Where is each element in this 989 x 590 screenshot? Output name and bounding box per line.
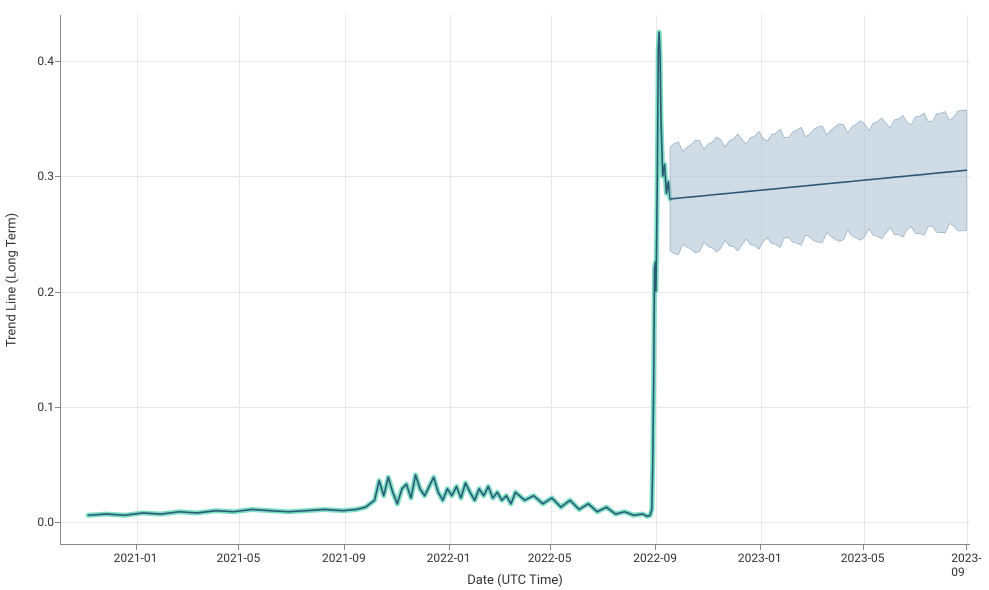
tick-mark-y — [55, 522, 60, 523]
x-tick-label: 2023-05 — [841, 551, 885, 565]
tick-mark-x — [655, 545, 656, 550]
tick-mark-x — [449, 545, 450, 550]
tick-mark-x — [966, 545, 967, 550]
x-tick-label: 2021-09 — [322, 551, 366, 565]
historical-line — [88, 32, 670, 516]
tick-mark-x — [550, 545, 551, 550]
tick-mark-x — [863, 545, 864, 550]
tick-mark-x — [136, 545, 137, 550]
y-tick-label: 0.0 — [4, 515, 54, 529]
y-tick-label: 0.3 — [4, 169, 54, 183]
x-tick-label: 2021-01 — [114, 551, 158, 565]
x-axis-label: Date (UTC Time) — [467, 573, 563, 588]
tick-mark-y — [55, 292, 60, 293]
plot-area — [60, 15, 970, 545]
y-axis-label: Trend Line (Long Term) — [5, 213, 20, 347]
forecast-band — [670, 110, 966, 255]
x-tick-label: 2022-05 — [528, 551, 572, 565]
y-tick-label: 0.1 — [4, 400, 54, 414]
tick-mark-y — [55, 407, 60, 408]
data-layer — [61, 15, 970, 544]
tick-mark-y — [55, 61, 60, 62]
x-tick-label: 2022-09 — [633, 551, 677, 565]
historical-halo — [88, 32, 670, 516]
x-tick-label: 2022-01 — [427, 551, 471, 565]
tick-mark-y — [55, 176, 60, 177]
chart-container: 0.00.10.20.30.4 2021-012021-052021-09202… — [60, 15, 970, 545]
x-tick-label: 2023-09 — [951, 551, 981, 579]
x-tick-label: 2023-01 — [738, 551, 782, 565]
tick-mark-x — [344, 545, 345, 550]
y-tick-label: 0.4 — [4, 54, 54, 68]
x-tick-label: 2021-05 — [216, 551, 260, 565]
tick-mark-x — [760, 545, 761, 550]
tick-mark-x — [238, 545, 239, 550]
